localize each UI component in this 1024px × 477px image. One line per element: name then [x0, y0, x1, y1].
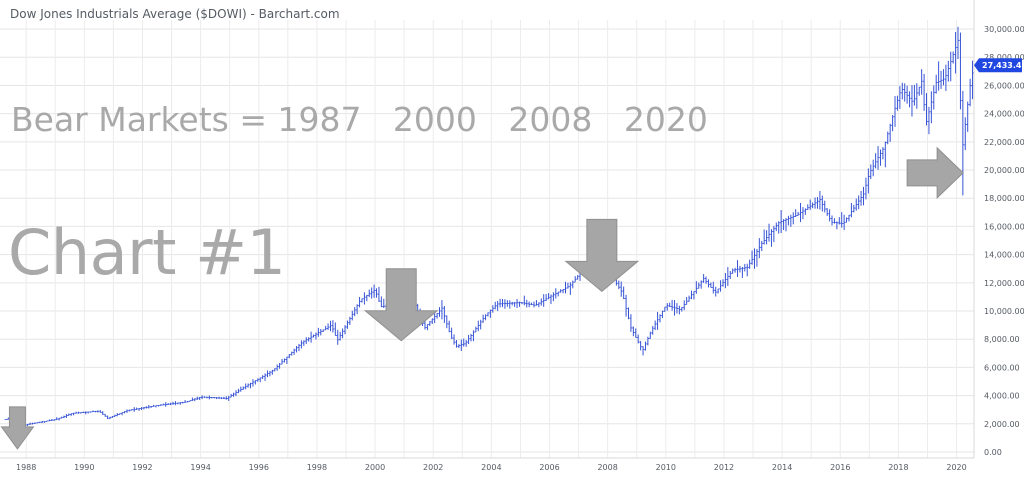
x-tick-label: 2006	[539, 463, 559, 472]
arrow-down-icon	[564, 218, 640, 293]
last-price-marker: 27,433.48	[974, 58, 1024, 73]
x-tick-label: 1996	[249, 463, 269, 472]
last-price-label: 27,433.48	[982, 61, 1024, 70]
bear-markets-annotation: Bear Markets = 1987 2000 2008 2020	[11, 100, 708, 139]
arrow-down-icon	[0, 406, 35, 450]
x-tick-label: 2016	[830, 463, 850, 472]
x-tick-label: 1988	[16, 463, 36, 472]
y-tick-label: 0.00	[984, 448, 1002, 457]
x-tick-label: 2000	[365, 463, 385, 472]
y-tick-label: 30,000.00	[984, 25, 1024, 34]
arrow-down-icon	[363, 268, 439, 342]
x-tick-label: 2008	[597, 463, 617, 472]
y-tick-label: 4,000.00	[984, 392, 1020, 401]
x-tick-label: 2010	[656, 463, 676, 472]
x-tick-label: 2014	[772, 463, 792, 472]
y-tick-label: 18,000.00	[984, 194, 1024, 203]
y-tick-label: 24,000.00	[984, 110, 1024, 119]
y-tick-label: 2,000.00	[984, 420, 1020, 429]
arrow-right-icon	[906, 146, 964, 200]
y-tick-label: 26,000.00	[984, 81, 1024, 90]
x-axis: 1988 1990 1992 1994 1996 1998 2000 2002 2004 2006…	[16, 463, 967, 472]
y-tick-label: 8,000.00	[984, 335, 1020, 344]
y-tick-label: 28,000.00	[984, 53, 1024, 62]
x-tick-label: 2002	[423, 463, 443, 472]
x-tick-label: 2004	[481, 463, 501, 472]
x-tick-label: 1994	[190, 463, 210, 472]
y-tick-label: 14,000.00	[984, 251, 1024, 260]
y-tick-label: 6,000.00	[984, 363, 1020, 372]
y-tick-label: 16,000.00	[984, 222, 1024, 231]
x-tick-label: 2020	[946, 463, 966, 472]
y-tick-label: 10,000.00	[984, 307, 1024, 316]
y-tick-label: 22,000.00	[984, 138, 1024, 147]
chart-number-annotation: Chart #1	[8, 216, 286, 289]
x-tick-label: 1998	[307, 463, 327, 472]
annotation-arrows	[0, 146, 964, 450]
x-tick-label: 1992	[132, 463, 152, 472]
chart-title: Dow Jones Industrials Average ($DOWI) - …	[10, 7, 340, 21]
x-tick-label: 2012	[714, 463, 734, 472]
x-tick-label: 2018	[888, 463, 908, 472]
last-price-badge	[974, 58, 1022, 73]
grid	[0, 0, 975, 459]
y-tick-label: 20,000.00	[984, 166, 1024, 175]
y-tick-label: 12,000.00	[984, 279, 1024, 288]
x-tick-label: 1990	[74, 463, 94, 472]
price-bars	[4, 26, 974, 430]
y-axis: 0.00 2,000.00 4,000.00 6,000.00 8,000.00 10,0…	[984, 25, 1024, 457]
